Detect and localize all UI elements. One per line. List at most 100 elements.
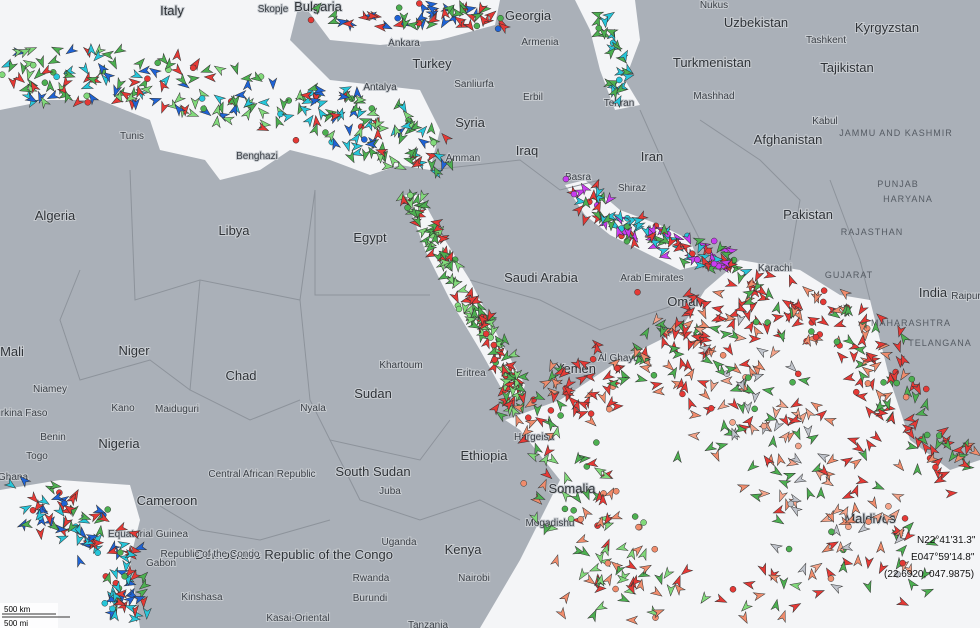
ship-icon[interactable] — [654, 571, 666, 586]
ship-icon[interactable] — [625, 615, 639, 625]
ship-icon[interactable] — [516, 371, 530, 381]
ship-icon[interactable] — [865, 518, 872, 525]
ship-icon[interactable] — [532, 390, 546, 403]
ship-icon[interactable] — [411, 213, 424, 228]
ship-icon[interactable] — [820, 287, 828, 294]
ship-icon[interactable] — [863, 437, 877, 452]
ship-icon[interactable] — [601, 382, 614, 396]
ship-icon[interactable] — [719, 248, 734, 261]
ship-icon[interactable] — [349, 131, 363, 146]
ship-icon[interactable] — [203, 73, 217, 83]
ship-icon[interactable] — [494, 25, 502, 32]
ship-icon[interactable] — [394, 14, 401, 22]
ship-icon[interactable] — [112, 89, 125, 104]
ship-icon[interactable] — [425, 2, 440, 16]
ship-icon[interactable] — [364, 139, 378, 149]
ship-icon[interactable] — [918, 566, 933, 582]
ship-icon[interactable] — [946, 449, 960, 464]
ship-icon[interactable] — [601, 369, 616, 383]
ship-icon[interactable] — [310, 1, 324, 15]
ship-icon[interactable] — [690, 332, 704, 343]
ship-icon[interactable] — [360, 148, 371, 162]
ship-icon[interactable] — [827, 575, 835, 582]
ship-icon[interactable] — [230, 94, 240, 108]
ship-icon[interactable] — [571, 203, 586, 217]
ship-icon[interactable] — [38, 95, 51, 110]
ship-icon[interactable] — [281, 111, 295, 123]
ship-icon[interactable] — [78, 511, 92, 523]
ship-icon[interactable] — [646, 605, 661, 619]
ship-icon[interactable] — [744, 276, 759, 291]
ship-icon[interactable] — [463, 4, 477, 15]
ship-icon[interactable] — [455, 305, 463, 313]
ship-icon[interactable] — [710, 357, 725, 372]
ship-icon[interactable] — [88, 510, 102, 523]
ship-icon[interactable] — [820, 542, 835, 556]
ship-icon[interactable] — [893, 379, 900, 387]
ship-icon[interactable] — [665, 234, 678, 249]
ship-icon[interactable] — [816, 464, 831, 478]
ship-icon[interactable] — [603, 191, 617, 207]
ship-icon[interactable] — [751, 390, 761, 404]
ship-icon[interactable] — [803, 425, 813, 438]
ship-icon[interactable] — [526, 450, 541, 463]
ship-icon[interactable] — [406, 205, 421, 221]
ship-icon[interactable] — [33, 508, 47, 523]
ship-icon[interactable] — [736, 401, 747, 415]
ship-icon[interactable] — [776, 329, 787, 343]
ship-icon[interactable] — [348, 101, 363, 116]
ship-icon[interactable] — [703, 441, 718, 454]
ship-icon[interactable] — [570, 404, 582, 418]
ship-icon[interactable] — [671, 574, 684, 589]
ship-icon[interactable] — [895, 324, 907, 338]
ship-icon[interactable] — [634, 373, 648, 384]
ship-icon[interactable] — [811, 290, 823, 305]
ship-icon[interactable] — [843, 304, 854, 317]
ship-icon[interactable] — [697, 318, 711, 332]
ship-icon[interactable] — [951, 445, 965, 455]
ship-icon[interactable] — [922, 385, 930, 393]
ship-icon[interactable] — [635, 578, 646, 592]
ship-icon[interactable] — [95, 61, 110, 76]
ship-icon[interactable] — [386, 153, 401, 168]
ship-icon[interactable] — [908, 375, 916, 383]
ship-icon[interactable] — [157, 78, 170, 93]
ship-icon[interactable] — [672, 241, 687, 255]
ship-icon[interactable] — [902, 393, 910, 401]
ship-icon[interactable] — [499, 376, 513, 388]
ship-icon[interactable] — [102, 571, 114, 585]
ship-icon[interactable] — [170, 63, 185, 77]
ship-icon[interactable] — [602, 572, 615, 587]
ship-icon[interactable] — [573, 196, 587, 206]
ship-icon[interactable] — [48, 480, 62, 491]
ship-icon[interactable] — [752, 590, 766, 602]
ship-icon[interactable] — [873, 387, 887, 402]
ship-icon[interactable] — [588, 189, 598, 202]
ship-icon[interactable] — [788, 503, 803, 517]
ship-icon[interactable] — [746, 421, 760, 436]
ship-icon[interactable] — [562, 376, 577, 391]
ship-icon[interactable] — [578, 181, 592, 196]
ship-icon[interactable] — [684, 367, 698, 382]
ship-icon[interactable] — [652, 386, 666, 396]
ship-icon[interactable] — [546, 453, 561, 467]
ship-icon[interactable] — [851, 501, 861, 515]
ship-icon[interactable] — [901, 515, 909, 522]
ship-icon[interactable] — [309, 123, 321, 137]
ship-icon[interactable] — [710, 448, 723, 463]
ship-icon[interactable] — [3, 477, 19, 492]
ship-icon[interactable] — [94, 549, 102, 556]
ship-icon[interactable] — [487, 334, 494, 341]
ship-icon[interactable] — [322, 129, 329, 136]
ship-icon[interactable] — [512, 413, 525, 428]
ship-icon[interactable] — [687, 431, 701, 441]
ship-icon[interactable] — [567, 515, 575, 523]
ship-icon[interactable] — [91, 49, 106, 63]
ship-icon[interactable] — [751, 405, 758, 413]
ship-icon[interactable] — [868, 359, 884, 373]
ship-icon[interactable] — [484, 8, 499, 23]
ship-icon[interactable] — [78, 61, 92, 77]
ship-icon[interactable] — [186, 74, 200, 84]
ship-icon[interactable] — [417, 199, 432, 210]
ship-icon[interactable] — [720, 376, 733, 386]
